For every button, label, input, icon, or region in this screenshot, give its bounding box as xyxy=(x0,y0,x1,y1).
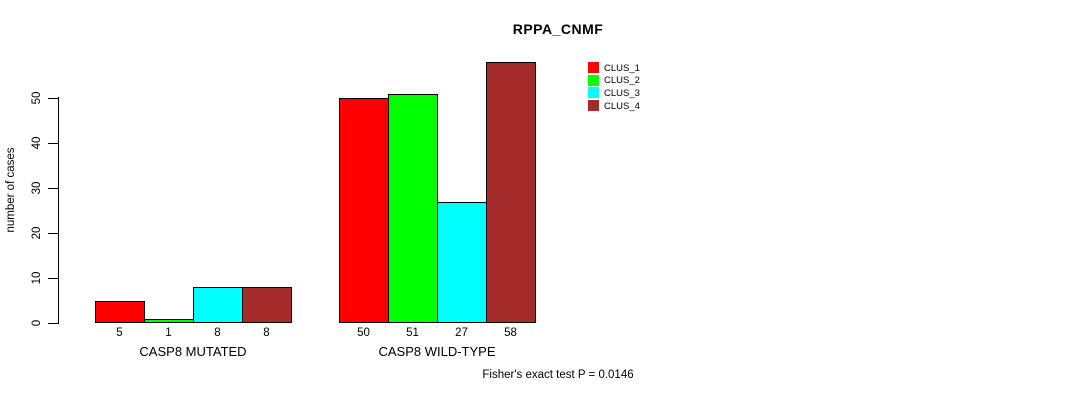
bar-clus_2-1 xyxy=(388,93,438,323)
bar-value-label: 1 xyxy=(165,327,172,339)
legend-label-clus_3: CLUS_3 xyxy=(604,87,640,99)
y-tick xyxy=(48,278,58,279)
bar-clus_3-0 xyxy=(193,287,243,323)
y-tick-label: 50 xyxy=(31,91,43,105)
y-tick-label: 40 xyxy=(31,136,43,150)
y-tick-label: 0 xyxy=(31,319,43,327)
legend-swatch-clus_4 xyxy=(588,100,599,112)
bar-clus_3-1 xyxy=(437,201,487,323)
group-label-1: CASP8 WILD-TYPE xyxy=(378,344,496,359)
legend-label-clus_1: CLUS_1 xyxy=(604,62,640,74)
legend-swatch-clus_1 xyxy=(588,62,599,73)
legend-swatch-clus_3 xyxy=(588,87,599,99)
bar-value-label: 8 xyxy=(263,327,270,339)
bar-value-label: 58 xyxy=(504,327,517,339)
bar-value-label: 51 xyxy=(406,327,419,339)
y-tick xyxy=(48,98,58,99)
y-tick-label: 10 xyxy=(31,271,43,285)
bar-clus_2-0 xyxy=(144,318,194,323)
fisher-test-annotation: Fisher's exact test P = 0.0146 xyxy=(482,369,634,381)
bar-clus_4-1 xyxy=(486,62,536,323)
bar-value-label: 5 xyxy=(116,327,123,339)
legend-label-clus_4: CLUS_4 xyxy=(604,100,640,112)
y-tick-label: 30 xyxy=(31,181,43,195)
bar-value-label: 27 xyxy=(455,327,468,339)
y-tick xyxy=(48,233,58,234)
y-axis-label: number of cases xyxy=(5,147,17,233)
bar-value-label: 8 xyxy=(214,327,221,339)
legend-swatch-clus_2 xyxy=(588,74,599,86)
bar-clus_4-0 xyxy=(242,287,292,323)
group-label-0: CASP8 MUTATED xyxy=(139,344,247,359)
y-tick-label: 20 xyxy=(31,226,43,240)
legend-label-clus_2: CLUS_2 xyxy=(604,75,640,87)
bar-value-label: 50 xyxy=(357,327,370,339)
y-tick xyxy=(48,188,58,189)
y-tick xyxy=(48,143,58,144)
bar-clus_1-1 xyxy=(339,98,389,323)
y-axis-line xyxy=(58,97,59,324)
y-tick xyxy=(48,323,58,324)
bar-clus_1-0 xyxy=(95,300,145,323)
chart-title: RPPA_CNMF xyxy=(512,21,604,37)
